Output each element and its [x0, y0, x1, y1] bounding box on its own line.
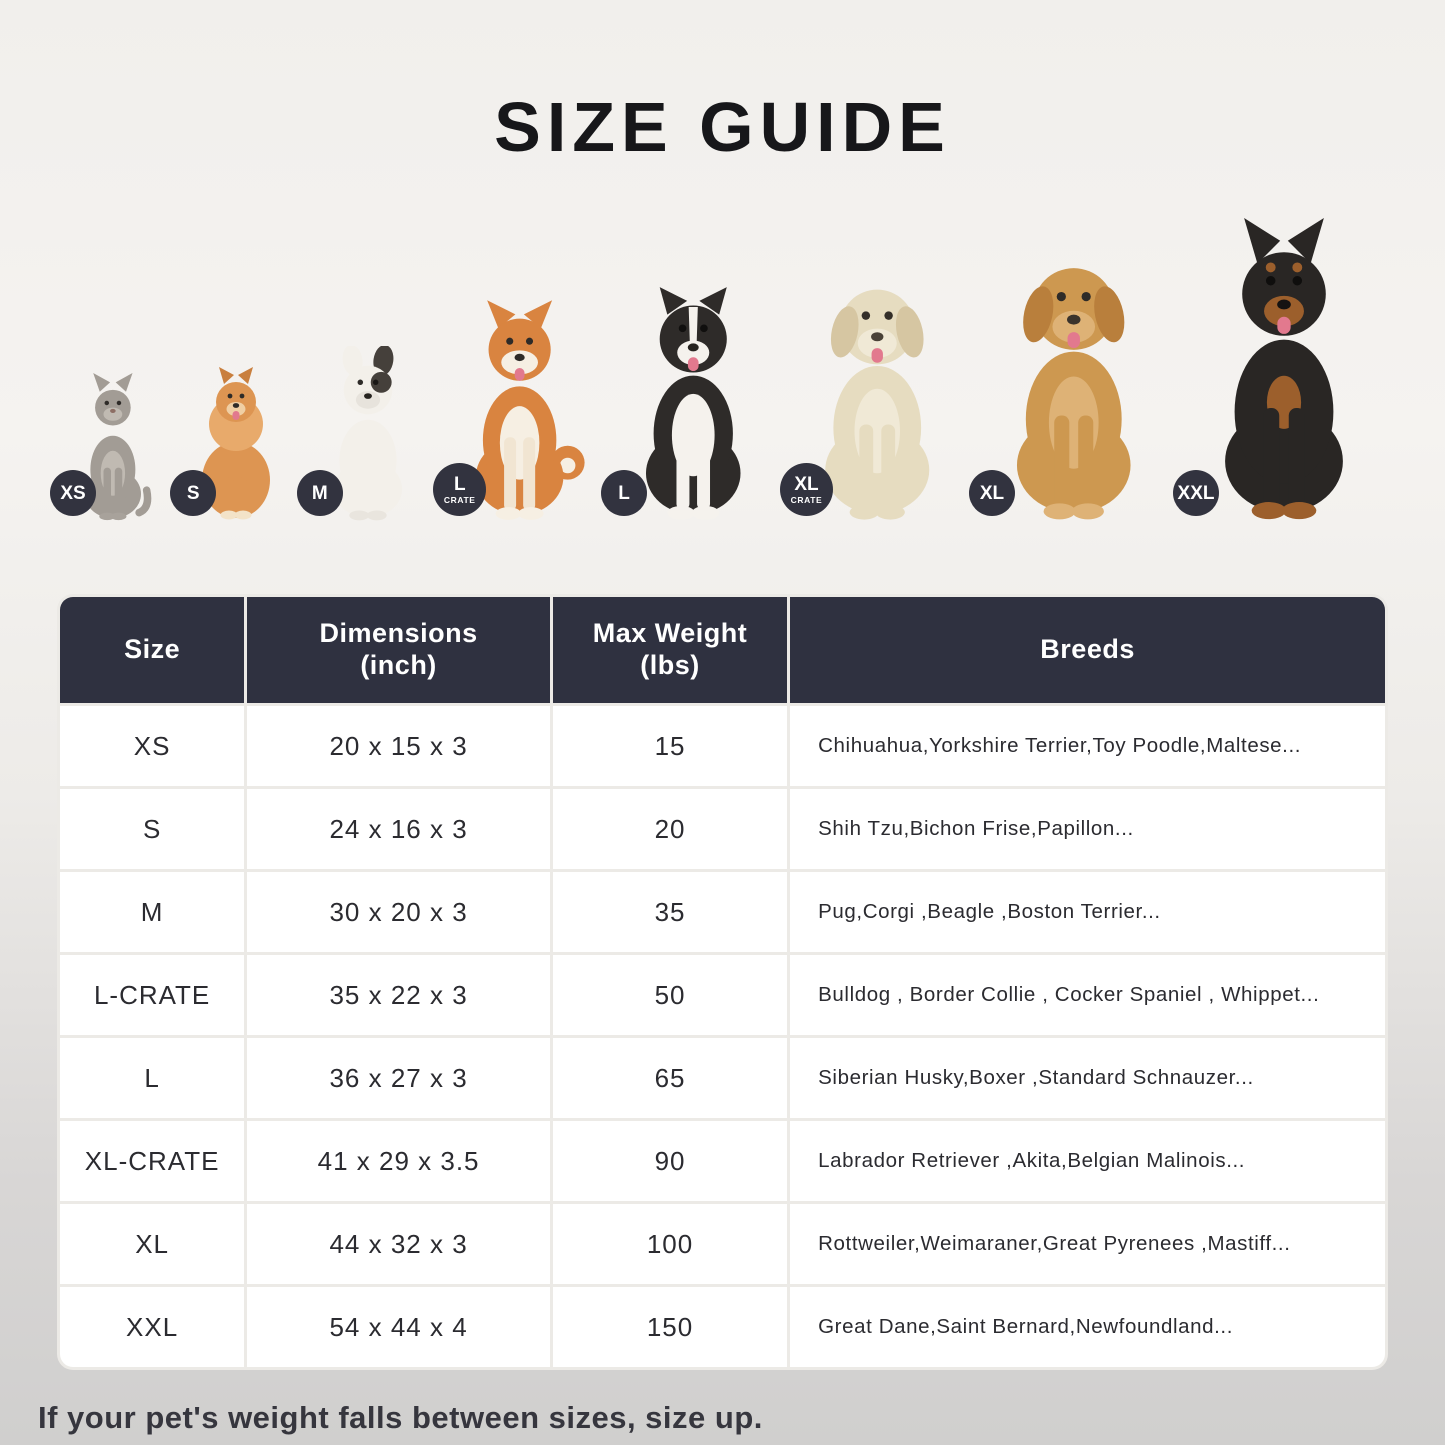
- table-row: S 24 x 16 x 3 20 Shih Tzu,Bichon Frise,P…: [60, 789, 1385, 869]
- header-max-weight: Max Weight (lbs): [552, 597, 788, 703]
- badge-label: XXL: [1177, 482, 1215, 504]
- size-badge-m: M: [296, 470, 343, 516]
- badge-sublabel: CRATE: [790, 494, 823, 505]
- shiba-inu-image: [476, 300, 585, 520]
- pet-slot-l-crate: L CRATE: [433, 296, 590, 522]
- header-text: Dimensions: [319, 618, 478, 649]
- cell-breeds: Labrador Retriever ,Akita,Belgian Malino…: [790, 1121, 1385, 1201]
- table-row: XXL 54 x 44 x 4 150 Great Dane,Saint Ber…: [60, 1287, 1385, 1367]
- size-badge-l: L: [601, 470, 647, 516]
- doberman-image: [1225, 218, 1343, 520]
- sizing-advice-note: If your pet's weight falls between sizes…: [38, 1400, 763, 1435]
- header-dimensions: Dimensions (inch): [247, 597, 550, 703]
- cell-dimensions: 24 x 16 x 3: [247, 789, 550, 869]
- pet-slot-xs: XS: [50, 372, 160, 522]
- cell-max-weight: 100: [552, 1204, 788, 1284]
- table-row: L 36 x 27 x 3 65 Siberian Husky,Boxer ,S…: [60, 1038, 1385, 1118]
- cell-size: S: [60, 789, 245, 869]
- french-bulldog-image: [333, 346, 402, 521]
- cell-breeds: Chihuahua,Yorkshire Terrier,Toy Poodle,M…: [790, 706, 1385, 786]
- size-badge-s: S: [170, 470, 217, 516]
- badge-label: XL: [794, 473, 819, 495]
- badge-label: L: [618, 482, 630, 504]
- cell-max-weight: 50: [552, 955, 788, 1035]
- table-row: XL-CRATE 41 x 29 x 3.5 90 Labrador Retri…: [60, 1121, 1385, 1201]
- cell-dimensions: 35 x 22 x 3: [247, 955, 550, 1035]
- table-row: XL 44 x 32 x 3 100 Rottweiler,Weimaraner…: [60, 1204, 1385, 1284]
- size-guide-table: Size Dimensions (inch) Max Weight (lbs) …: [57, 594, 1388, 1370]
- size-badge-l-crate: L CRATE: [433, 463, 487, 516]
- cell-dimensions: 54 x 44 x 4: [247, 1287, 550, 1367]
- cell-size: XL: [60, 1204, 245, 1284]
- cell-max-weight: 150: [552, 1287, 788, 1367]
- pet-size-lineup: XS S: [0, 202, 1445, 522]
- cell-breeds: Shih Tzu,Bichon Frise,Papillon...: [790, 789, 1385, 869]
- cell-dimensions: 41 x 29 x 3.5: [247, 1121, 550, 1201]
- table-row: L-CRATE 35 x 22 x 3 50 Bulldog , Border …: [60, 955, 1385, 1035]
- pet-slot-s: S: [170, 362, 286, 522]
- badge-label: XS: [60, 482, 86, 504]
- cell-breeds: Bulldog , Border Collie , Cocker Spaniel…: [790, 955, 1385, 1035]
- size-badge-xl-crate: XL CRATE: [780, 463, 833, 516]
- badge-label: M: [311, 482, 328, 504]
- size-badge-xxl: XXL: [1173, 470, 1219, 516]
- header-breeds: Breeds: [790, 597, 1385, 703]
- header-text: Max Weight: [592, 618, 748, 649]
- size-badge-xs: XS: [50, 470, 96, 516]
- cell-breeds: Siberian Husky,Boxer ,Standard Schnauzer…: [790, 1038, 1385, 1118]
- cell-max-weight: 35: [552, 872, 788, 952]
- size-guide-table-container: Size Dimensions (inch) Max Weight (lbs) …: [57, 594, 1388, 1370]
- header-subtext: (lbs): [640, 650, 700, 680]
- size-badge-xl: XL: [969, 470, 1015, 516]
- pet-slot-l: L: [601, 278, 770, 522]
- cell-size: M: [60, 872, 245, 952]
- pet-slot-xl-crate: XL CRATE: [780, 262, 959, 522]
- cell-breeds: Rottweiler,Weimaraner,Great Pyrenees ,Ma…: [790, 1204, 1385, 1284]
- header-text: Breeds: [1040, 634, 1135, 665]
- cell-dimensions: 36 x 27 x 3: [247, 1038, 550, 1118]
- cell-max-weight: 65: [552, 1038, 788, 1118]
- table-body: XS 20 x 15 x 3 15 Chihuahua,Yorkshire Te…: [60, 706, 1385, 1367]
- pet-slot-m: M: [296, 346, 423, 522]
- cell-size: L: [60, 1038, 245, 1118]
- cell-size: XXL: [60, 1287, 245, 1367]
- cell-max-weight: 90: [552, 1121, 788, 1201]
- table-row: M 30 x 20 x 3 35 Pug,Corgi ,Beagle ,Bost…: [60, 872, 1385, 952]
- cell-size: XS: [60, 706, 245, 786]
- table-header-row: Size Dimensions (inch) Max Weight (lbs) …: [60, 597, 1385, 703]
- cell-max-weight: 20: [552, 789, 788, 869]
- badge-label: XL: [979, 482, 1005, 504]
- cell-dimensions: 20 x 15 x 3: [247, 706, 550, 786]
- pet-slot-xl: XL: [969, 238, 1163, 522]
- badge-label: S: [186, 482, 200, 504]
- header-size: Size: [60, 597, 245, 703]
- labrador-retriever-image: [825, 289, 930, 520]
- header-text: Size: [124, 634, 181, 665]
- border-collie-image: [645, 287, 741, 520]
- table-row: XS 20 x 15 x 3 15 Chihuahua,Yorkshire Te…: [60, 706, 1385, 786]
- cell-max-weight: 15: [552, 706, 788, 786]
- header-subtext: (inch): [360, 650, 437, 680]
- cell-breeds: Pug,Corgi ,Beagle ,Boston Terrier...: [790, 872, 1385, 952]
- cell-breeds: Great Dane,Saint Bernard,Newfoundland...: [790, 1287, 1385, 1367]
- pet-slot-xxl: XXL: [1173, 218, 1379, 522]
- page-title: SIZE GUIDE: [494, 88, 951, 166]
- cell-dimensions: 30 x 20 x 3: [247, 872, 550, 952]
- cell-size: XL-CRATE: [60, 1121, 245, 1201]
- badge-sublabel: CRATE: [443, 494, 476, 505]
- table-header: Size Dimensions (inch) Max Weight (lbs) …: [60, 597, 1385, 703]
- cat-image: [84, 372, 152, 521]
- cell-dimensions: 44 x 32 x 3: [247, 1204, 550, 1284]
- golden-retriever-image: [1016, 268, 1131, 520]
- pomeranian-image: [202, 367, 271, 520]
- badge-label: L: [453, 473, 466, 495]
- cell-size: L-CRATE: [60, 955, 245, 1035]
